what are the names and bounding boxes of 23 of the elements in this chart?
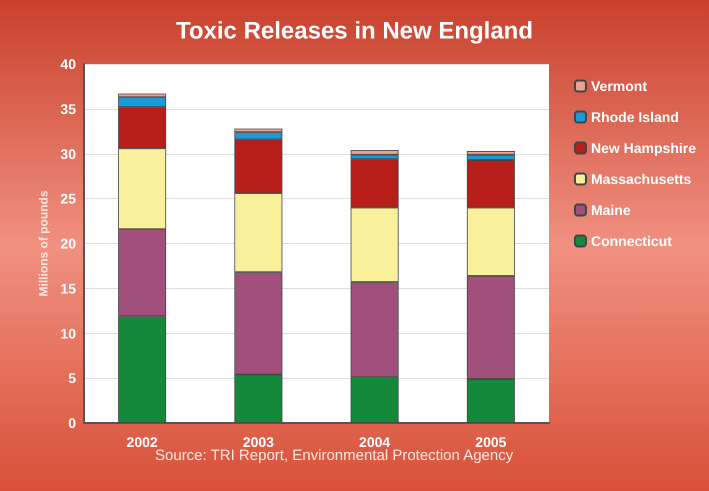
legend-label: Connecticut	[590, 233, 672, 249]
y-tick-label: 15	[60, 280, 76, 296]
x-tick-label: 2005	[475, 434, 507, 450]
y-tick-label: 25	[60, 190, 76, 207]
source-note: Source: TRI Report, Environmental Protection Agency	[155, 447, 514, 464]
y-tick-label: 40	[60, 56, 76, 72]
y-tick-label: 20	[60, 236, 76, 252]
y-tick-label: 10	[60, 325, 76, 342]
legend-label: Massachusetts	[590, 171, 692, 187]
legend-label: Maine	[590, 202, 631, 218]
x-tick-label: 2002	[126, 434, 158, 450]
y-tick-label: 5	[68, 370, 76, 386]
y-tick-label: 0	[68, 415, 76, 431]
bar	[350, 150, 399, 155]
x-tick-label: 2004	[359, 434, 390, 450]
legend-label: New Hampshire	[590, 140, 696, 156]
y-tick-label: 30	[60, 146, 76, 162]
y-axis-title: Millions of pounds	[36, 190, 51, 296]
y-tick-label: 35	[60, 100, 76, 117]
legend-label: Vermont	[590, 78, 648, 94]
x-tick-label: 2003	[242, 434, 274, 450]
chart-title: Toxic Releases in New England	[176, 18, 533, 44]
legend-label: Rhode Island	[590, 109, 679, 125]
